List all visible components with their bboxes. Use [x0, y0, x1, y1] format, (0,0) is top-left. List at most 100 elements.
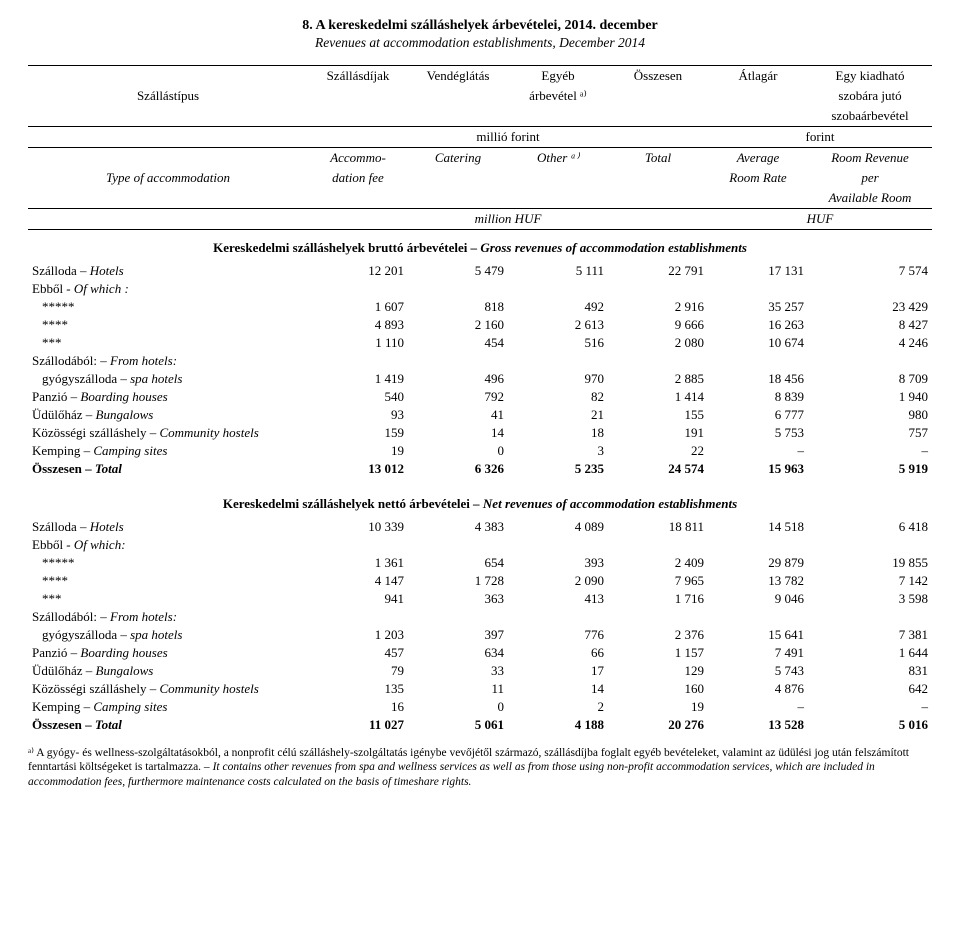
row-label-italic: Total: [95, 461, 122, 476]
unit-hu-left: millió forint: [308, 127, 708, 148]
header-sub: szobára jutó: [808, 86, 932, 106]
header-col-en: Other ᵃ⁾: [508, 148, 608, 169]
cell-value: [508, 352, 608, 370]
cell-value: 7 491: [708, 644, 808, 662]
header-sub-en: per: [808, 168, 932, 188]
cell-value: 1 644: [808, 644, 932, 662]
row-label-italic: Community hostels: [159, 681, 258, 696]
cell-value: 3: [508, 442, 608, 460]
cell-value: 22 791: [608, 262, 708, 280]
row-label-text: Szálloda –: [32, 519, 90, 534]
header-label-hu: Szállástípus: [28, 66, 308, 127]
row-label-italic: Boarding houses: [80, 389, 167, 404]
row-label-text: gyógyszálloda –: [42, 371, 130, 386]
unit-en-right: HUF: [708, 209, 932, 230]
cell-value: 93: [308, 406, 408, 424]
section-title-italic: – Net revenues of accommodation establis…: [470, 496, 737, 511]
cell-value: [408, 536, 508, 554]
cell-value: 2: [508, 698, 608, 716]
cell-value: 10 339: [308, 518, 408, 536]
section-title-text: Kereskedelmi szálláshelyek bruttó árbevé…: [213, 240, 467, 255]
cell-value: 2 376: [608, 626, 708, 644]
cell-value: 496: [408, 370, 508, 388]
cell-value: 24 574: [608, 460, 708, 478]
cell-value: 2 613: [508, 316, 608, 334]
cell-value: 516: [508, 334, 608, 352]
cell-value: 1 728: [408, 572, 508, 590]
cell-value: [508, 280, 608, 298]
cell-value: 12 201: [308, 262, 408, 280]
cell-value: 18 456: [708, 370, 808, 388]
row-label-text: Összesen –: [32, 461, 95, 476]
cell-value: [608, 608, 708, 626]
cell-value: [808, 608, 932, 626]
cell-value: 5 919: [808, 460, 932, 478]
section-title-italic: – Gross revenues of accommodation establ…: [467, 240, 747, 255]
cell-value: 2 916: [608, 298, 708, 316]
cell-value: [408, 352, 508, 370]
cell-value: 980: [808, 406, 932, 424]
row-label-text: Üdülőház –: [32, 407, 96, 422]
row-label-italic: Boarding houses: [80, 645, 167, 660]
table-row: Ebből - Of which:: [28, 536, 932, 554]
cell-value: –: [708, 698, 808, 716]
header-col: Szállásdíjak: [308, 66, 408, 87]
row-label-text: Szállodából: –: [32, 609, 110, 624]
header-col-en: Average: [708, 148, 808, 169]
cell-value: 1 110: [308, 334, 408, 352]
table-row: Üdülőház – Bungalows9341211556 777980: [28, 406, 932, 424]
row-label-text: gyógyszálloda –: [42, 627, 130, 642]
cell-value: 1 414: [608, 388, 708, 406]
cell-value: 363: [408, 590, 508, 608]
cell-value: [808, 280, 932, 298]
cell-value: [408, 280, 508, 298]
cell-value: –: [808, 698, 932, 716]
cell-value: 21: [508, 406, 608, 424]
row-label-text: Kemping –: [32, 443, 93, 458]
table-row: Szálloda – Hotels10 3394 3834 08918 8111…: [28, 518, 932, 536]
page-subtitle: Revenues at accommodation establishments…: [28, 35, 932, 51]
table-row: *****1 6078184922 91635 25723 429: [28, 298, 932, 316]
cell-value: 818: [408, 298, 508, 316]
table-header: Szállástípus Szállásdíjak Vendéglátás Eg…: [28, 66, 932, 230]
cell-value: 79: [308, 662, 408, 680]
row-label-italic: spa hotels: [130, 627, 182, 642]
cell-value: 4 383: [408, 518, 508, 536]
header-sub-en: Room Rate: [708, 168, 808, 188]
footnote: ᵃ⁾ A gyógy- és wellness-szolgáltatásokbó…: [28, 746, 932, 789]
row-label-text: Panzió –: [32, 389, 80, 404]
cell-value: 29 879: [708, 554, 808, 572]
cell-value: 5 016: [808, 716, 932, 734]
cell-value: 82: [508, 388, 608, 406]
cell-value: 2 409: [608, 554, 708, 572]
row-label-italic: Hotels: [90, 519, 124, 534]
cell-value: 129: [608, 662, 708, 680]
cell-value: [708, 608, 808, 626]
row-label-text: ***: [42, 335, 62, 350]
row-label-text: Panzió –: [32, 645, 80, 660]
section-net: Kereskedelmi szálláshelyek nettó árbevét…: [28, 478, 932, 734]
section-title-text: Kereskedelmi szálláshelyek nettó árbevét…: [223, 496, 470, 511]
table-row: Összesen – Total13 0126 3265 23524 57415…: [28, 460, 932, 478]
cell-value: 8 427: [808, 316, 932, 334]
cell-value: 6 418: [808, 518, 932, 536]
cell-value: 941: [308, 590, 408, 608]
table-row: Panzió – Boarding houses457634661 1577 4…: [28, 644, 932, 662]
cell-value: 6 777: [708, 406, 808, 424]
cell-value: 1 419: [308, 370, 408, 388]
header-sub: árbevétel ᵃ⁾: [508, 86, 608, 106]
table-row: *****1 3616543932 40929 87919 855: [28, 554, 932, 572]
table-row: Összesen – Total11 0275 0614 18820 27613…: [28, 716, 932, 734]
cell-value: 776: [508, 626, 608, 644]
table-row: gyógyszálloda – spa hotels1 4194969702 8…: [28, 370, 932, 388]
cell-value: 2 885: [608, 370, 708, 388]
cell-value: 135: [308, 680, 408, 698]
header-col-en: Room Revenue: [808, 148, 932, 169]
cell-value: [308, 352, 408, 370]
cell-value: 1 157: [608, 644, 708, 662]
cell-value: 13 782: [708, 572, 808, 590]
cell-value: [508, 608, 608, 626]
cell-value: 160: [608, 680, 708, 698]
cell-value: 14: [408, 424, 508, 442]
header-sub-en: Available Room: [808, 188, 932, 209]
